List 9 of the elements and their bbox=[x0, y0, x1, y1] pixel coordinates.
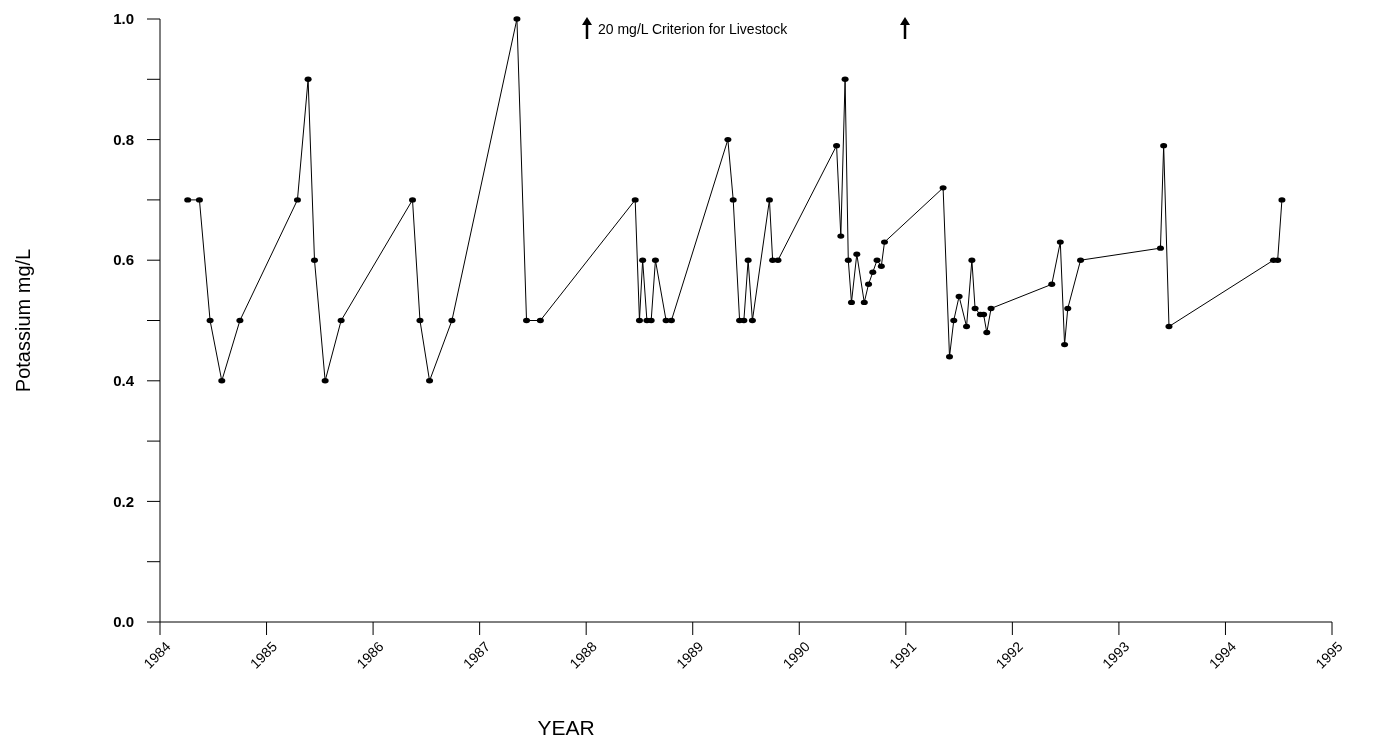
y-tick-label: 1.0 bbox=[113, 10, 134, 28]
y-tick-label: 0.0 bbox=[113, 613, 134, 631]
annotation: 20 mg/L Criterion for Livestock bbox=[598, 21, 789, 37]
y-tick-label: 0.8 bbox=[113, 130, 134, 148]
y-axis-title: Potassium mg/L bbox=[12, 248, 34, 393]
y-tick-label: 0.2 bbox=[113, 492, 134, 510]
y-tick-label: 0.6 bbox=[113, 251, 134, 269]
x-axis-title: YEAR bbox=[537, 716, 595, 739]
y-tick-label: 0.4 bbox=[113, 372, 135, 390]
